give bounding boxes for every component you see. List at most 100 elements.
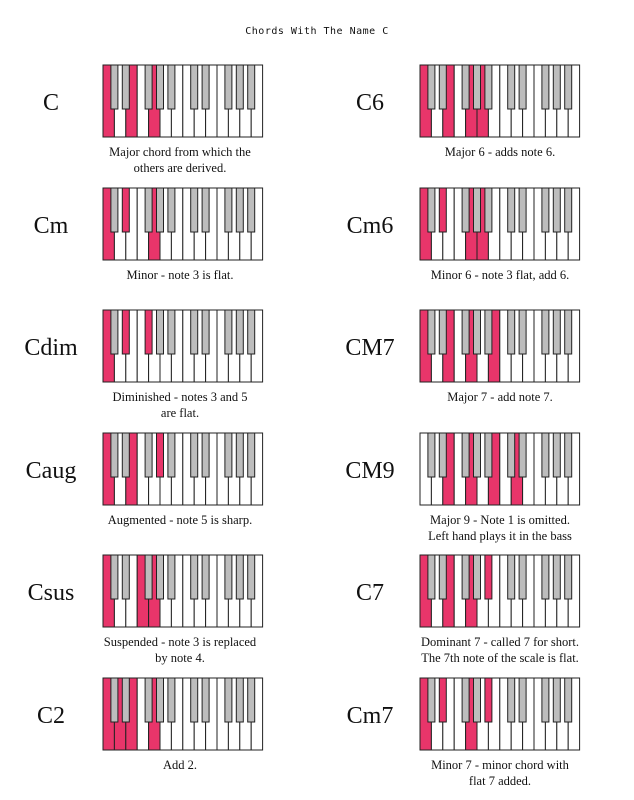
chord-name: Cm7	[346, 702, 394, 729]
description-line: Augmented - note 5 is sharp.	[107, 512, 253, 527]
chord-description: Dominant 7 - called 7 for short. The 7th …	[380, 634, 620, 666]
black-key	[473, 187, 481, 232]
black-key	[438, 187, 447, 232]
black-key	[461, 432, 470, 477]
chord-cell: Cm7 Minor 7 - minor chord with flat 7 adde…	[317, 677, 634, 799]
chord-description: Minor 6 - note 3 flat, add 6.	[380, 267, 620, 283]
black-key	[473, 677, 481, 722]
chord-cell: CM9 Major 9 - Note 1 is omitted. Left hand…	[317, 432, 634, 554]
black-key	[201, 309, 210, 355]
black-key	[507, 432, 516, 477]
description-line: Major 7 - add note 7.	[447, 390, 553, 404]
black-key	[484, 677, 493, 722]
black-key	[484, 554, 493, 600]
description-line: Minor 6 - note 3 flat, add 6.	[430, 267, 570, 282]
black-key	[156, 554, 164, 600]
chord-description: Add 2.	[60, 757, 300, 773]
piano-keyboard	[419, 64, 581, 138]
black-key	[461, 187, 470, 232]
black-key	[121, 432, 130, 477]
black-key	[564, 432, 573, 477]
black-key	[541, 64, 550, 110]
black-key	[156, 677, 164, 722]
chord-name: Caug	[25, 457, 77, 484]
black-key	[247, 309, 256, 355]
black-key	[224, 677, 233, 722]
chord-name: C	[42, 90, 59, 116]
black-key	[518, 432, 527, 477]
description-line: Dominant 7 - called 7 for short.	[421, 635, 579, 649]
black-key	[438, 677, 447, 722]
black-key	[110, 187, 119, 232]
black-key	[156, 64, 164, 110]
black-key	[144, 309, 153, 355]
black-key	[461, 309, 470, 355]
chord-cell: Cm6 Minor 6 - note 3 flat, add 6.	[317, 187, 634, 309]
black-key	[201, 677, 210, 722]
black-key	[121, 64, 130, 110]
black-key	[564, 677, 573, 722]
chord-cell: Csus Suspended - note 3 is replaced by not…	[0, 554, 317, 676]
piano-keyboard	[102, 554, 264, 628]
chord-name: CM9	[345, 457, 395, 484]
piano-keyboard	[419, 309, 581, 383]
black-key	[110, 432, 119, 477]
black-key	[552, 554, 561, 600]
black-key	[507, 64, 516, 110]
description-line: Add 2.	[162, 757, 198, 772]
black-key	[564, 187, 573, 232]
black-key	[201, 187, 210, 232]
black-key	[235, 187, 244, 232]
black-key	[247, 64, 256, 110]
black-key	[518, 187, 527, 232]
black-key	[438, 554, 447, 600]
black-key	[427, 677, 436, 722]
black-key	[473, 554, 481, 600]
description-line: Left hand plays it in the bass	[428, 528, 572, 543]
black-key	[518, 554, 527, 600]
black-key	[190, 432, 199, 477]
black-key	[541, 554, 550, 600]
black-key	[564, 64, 573, 110]
piano-keyboard	[102, 187, 264, 261]
black-key	[473, 64, 481, 110]
black-key	[201, 554, 210, 600]
black-key	[144, 432, 153, 477]
black-key	[461, 554, 470, 600]
chord-cell: C6 Major 6 - adds note 6.	[317, 64, 634, 186]
black-key	[461, 64, 470, 110]
black-key	[507, 677, 516, 722]
description-line: The 7th note of the scale is flat.	[421, 651, 579, 665]
black-key	[564, 309, 573, 355]
black-key	[552, 432, 561, 477]
black-key	[224, 187, 233, 232]
black-key	[110, 64, 119, 110]
black-key	[484, 64, 493, 110]
chord-cell: Caug Augmented - note 5 is sharp.	[0, 432, 317, 554]
chord-name: Cm6	[346, 212, 394, 239]
black-key	[438, 64, 447, 110]
chord-description: Major chord from which the others are der…	[60, 144, 300, 176]
black-key	[167, 677, 176, 722]
chord-description: Augmented - note 5 is sharp.	[60, 512, 300, 528]
black-key	[235, 432, 244, 477]
black-key	[110, 677, 119, 722]
black-key	[235, 677, 244, 722]
black-key	[552, 64, 561, 110]
black-key	[552, 309, 561, 355]
chord-description: Major 9 - Note 1 is omitted. Left hand pl…	[380, 512, 620, 544]
black-key	[552, 187, 561, 232]
black-key	[190, 309, 199, 355]
description-line: Minor - note 3 is flat.	[126, 267, 234, 282]
piano-keyboard	[419, 554, 581, 628]
description-line: Suspended - note 3 is replaced	[103, 635, 257, 649]
piano-keyboard	[102, 677, 264, 751]
black-key	[201, 432, 210, 477]
chord-cell: Cm Minor - note 3 is flat.	[0, 187, 317, 309]
black-key	[167, 64, 176, 110]
black-key	[518, 309, 527, 355]
black-key	[507, 554, 516, 600]
black-key	[541, 677, 550, 722]
chord-name: Csus	[27, 580, 75, 606]
black-key	[552, 677, 561, 722]
